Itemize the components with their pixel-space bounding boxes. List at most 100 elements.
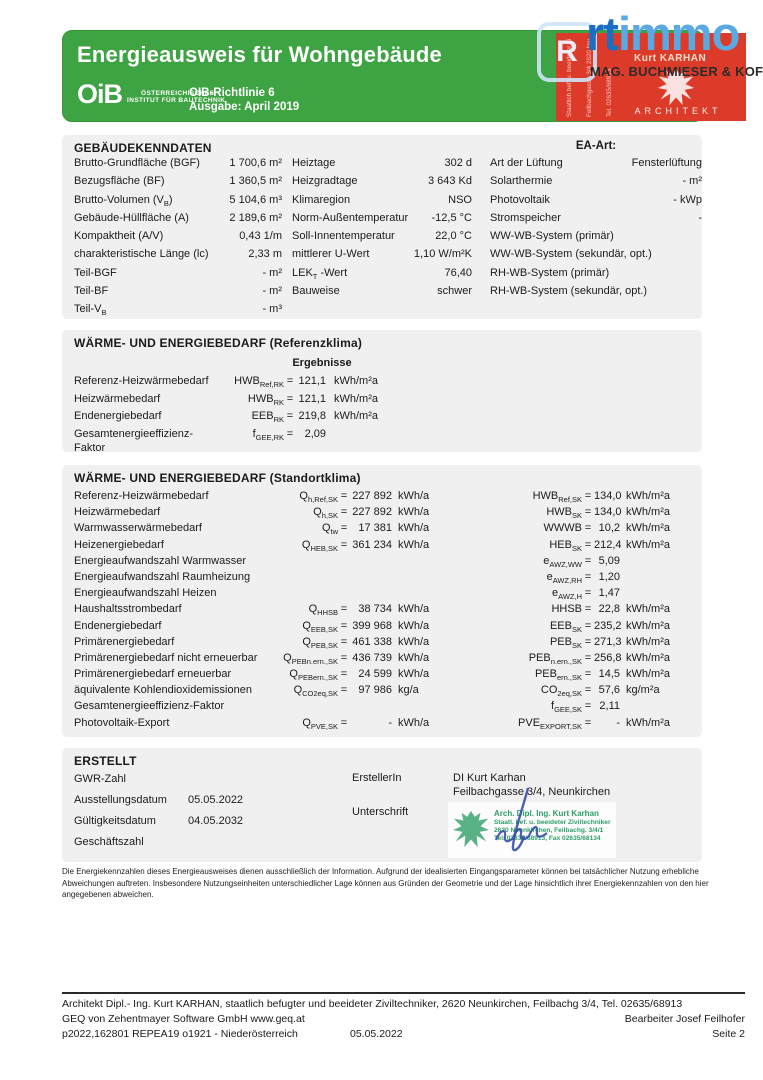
symbol: PEBn.ern.,SK: [528, 651, 582, 667]
unit: kWh/a: [398, 506, 430, 519]
field-label: Photovoltaik-Export: [74, 716, 170, 729]
table-row: Art der Lüftung Fensterlüftung: [490, 156, 702, 174]
field-label: Stromspeicher: [490, 211, 561, 224]
table-row: Primärenergiebedarf erneuerbar QPEBern.,S…: [74, 668, 676, 684]
field-value: 1,47: [598, 587, 620, 600]
field-label: charakteristische Länge (lc): [74, 248, 209, 261]
eagle-icon: [657, 68, 695, 106]
symbol: HEBSK: [549, 538, 582, 553]
table-row: Haushaltsstrombedarf QHHSB = 38 734 kWh/a HHS…: [74, 603, 676, 619]
footer-line-1: Architekt Dipl.- Ing. Kurt KARHAN, staat…: [62, 998, 683, 1010]
oib-richtlinie: OIB-Richtlinie 6 Ausgabe: April 2019: [189, 87, 300, 113]
symbol: eAWZ,RH: [546, 570, 582, 586]
table-row: Heizwärmebedarf HWBRK = 121,1 kWh/m²a: [74, 392, 396, 410]
equals-sign: =: [584, 506, 592, 519]
unit: kWh/a: [398, 522, 430, 535]
equals-sign: =: [340, 506, 348, 519]
unit: kWh/a: [398, 716, 430, 729]
equals-sign: =: [584, 700, 592, 713]
field-label: Energieaufwandszahl Heizen: [74, 587, 217, 600]
field-label: LEKT -Wert: [292, 266, 348, 281]
field-label: Gesamtenergieeffizienz-Faktor: [74, 700, 225, 713]
field-label: Primärenergiebedarf erneuerbar: [74, 668, 232, 681]
symbol: Qtw: [321, 522, 338, 537]
field-value: 0,43 1/m: [239, 230, 282, 243]
field-value: 57,6: [598, 684, 620, 697]
footer-line-3: p2022,162801 REPEA19 o1921 - Niederöster…: [62, 1028, 745, 1040]
table-row: Teil-BF - m²: [74, 284, 282, 302]
field-value: 227 892: [352, 490, 392, 502]
equals-sign: =: [286, 410, 294, 423]
field-value: 219,8: [298, 410, 326, 423]
field-label: Photovoltaik: [490, 193, 550, 206]
field-label: Haushaltsstrombedarf: [74, 603, 182, 616]
field-label: Warmwasserwärmebedarf: [74, 522, 202, 535]
field-value: 399 968: [352, 619, 392, 632]
gebaeude-column-3: Art der Lüftung Fensterlüftung Solartherm…: [490, 156, 702, 302]
field-label: Brutto-Grundfläche (BGF): [74, 157, 200, 169]
signature: [494, 787, 548, 852]
field-label: Heizwärmebedarf: [74, 392, 161, 405]
field-value: NSO: [448, 193, 472, 206]
ersteller-label: ErstellerIn: [352, 772, 402, 784]
equals-sign: =: [584, 668, 592, 681]
equals-sign: =: [584, 684, 592, 697]
field-value: 1 360,5 m²: [229, 175, 282, 188]
field-value: 17 381: [358, 522, 392, 535]
field-label: Endenergiebedarf: [74, 410, 162, 423]
unit: kWh/m²a: [626, 522, 670, 535]
ersteller-address: Feilbachgasse 3/4, Neunkirchen: [453, 785, 611, 798]
field-label: äquivalente Kohlendioxidemissionen: [74, 684, 252, 697]
field-value: -12,5 °C: [431, 211, 472, 224]
section-referenzklima: WÄRME- UND ENERGIEBEDARF (Referenzklima)…: [62, 330, 702, 454]
symbol: EEBRK: [251, 410, 284, 425]
field-value: 256,8: [594, 651, 622, 664]
stamp-text: Arch. Dipl. Ing. Kurt Karhan Staatl. bef…: [494, 809, 611, 843]
equals-sign: =: [340, 490, 348, 502]
field-label: Klimaregion: [292, 193, 351, 206]
unit: kg/m²a: [626, 684, 660, 697]
eagle-icon: [452, 811, 490, 848]
table-row: mittlerer U-Wert 1,10 W/m²K: [292, 247, 472, 265]
unit: kWh/m²a: [334, 392, 378, 405]
field-label: Endenergiebedarf: [74, 619, 162, 632]
unit: kWh/m²a: [626, 506, 670, 519]
stamp-architekt-label: ARCHITEKT: [634, 106, 722, 116]
field-value: 121,1: [298, 375, 326, 387]
field-value: - m²: [682, 175, 702, 188]
ersteller-name: DI Kurt Karhan: [453, 772, 526, 784]
symbol: HWBRef,SK: [532, 490, 582, 505]
field-value: 10,2: [598, 522, 620, 535]
field-value: schwer: [437, 285, 472, 298]
equals-sign: =: [340, 538, 348, 551]
table-row: Endenergiebedarf EEBRK = 219,8 kWh/m²a: [74, 409, 396, 427]
field-value: - m²: [262, 285, 282, 298]
symbol: eAWZ,WW: [543, 554, 582, 569]
table-row: Soll-Innentemperatur 22,0 °C: [292, 229, 472, 247]
field-value: 1 700,6 m²: [229, 157, 282, 169]
field-label: GWR-Zahl: [74, 773, 126, 785]
table-row: Solarthermie - m²: [490, 174, 702, 192]
field-label: WW-WB-System (primär): [490, 230, 614, 243]
unit: kWh/m²a: [626, 635, 670, 648]
table-row: Energieaufwandszahl Warmwasser eAWZ,WW = 5,…: [74, 555, 676, 571]
field-value: 5 104,6 m³: [229, 193, 282, 206]
unit: kWh/m²a: [626, 619, 670, 632]
broker-name: MAG. BUCHMIESER & KOFLER: [590, 64, 763, 79]
equals-sign: =: [584, 603, 592, 616]
table-row: Bezugsfläche (BF) 1 360,5 m²: [74, 174, 282, 192]
table-row: RH-WB-System (sekundär, opt.): [490, 284, 702, 302]
symbol: Qh,Ref,SK: [299, 490, 338, 505]
table-row: Primärenergiebedarf nicht erneuerbar QPEB…: [74, 652, 676, 668]
disclaimer-text: Die Energiekennzahlen dieses Energieausw…: [62, 867, 709, 899]
section-title: WÄRME- UND ENERGIEBEDARF (Referenzklima): [74, 336, 363, 350]
field-label: Gebäude-Hüllfläche (A): [74, 211, 189, 224]
field-label: Primärenergiebedarf: [74, 635, 175, 648]
field-label: Bezugsfläche (BF): [74, 175, 165, 188]
field-value: 134,0: [594, 506, 622, 519]
field-label: Primärenergiebedarf nicht erneuerbar: [74, 651, 258, 664]
section-title: WÄRME- UND ENERGIEBEDARF (Standortklima): [74, 471, 361, 485]
equals-sign: =: [584, 619, 592, 632]
field-value: 2,11: [599, 700, 620, 713]
